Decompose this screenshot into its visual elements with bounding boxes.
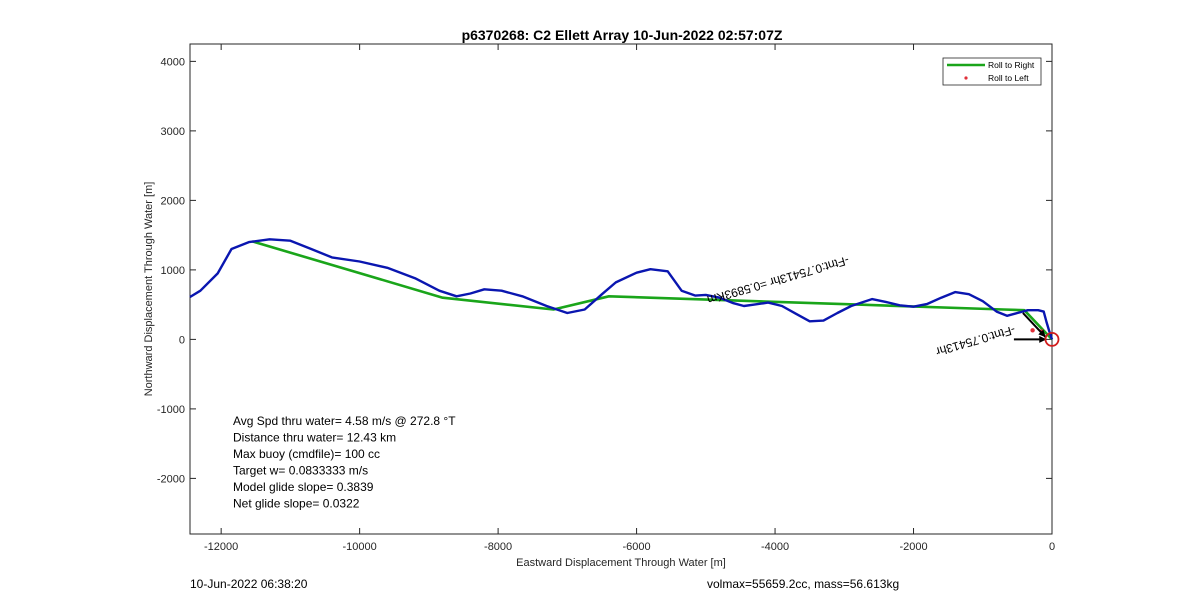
- y-tick-label: -1000: [157, 404, 185, 416]
- y-tick-label: 2000: [161, 195, 185, 207]
- y-tick-label: -2000: [157, 473, 185, 485]
- chart-title: p6370268: C2 Ellett Array 10-Jun-2022 02…: [462, 27, 783, 43]
- legend-label-roll-to-right: Roll to Right: [988, 60, 1035, 70]
- x-tick-label: -6000: [623, 541, 651, 553]
- legend-label-roll-to-left: Roll to Left: [988, 73, 1029, 83]
- info-line: Target w= 0.0833333 m/s: [233, 464, 368, 478]
- info-text-block: Avg Spd thru water= 4.58 m/s @ 272.8 °T D…: [233, 414, 456, 511]
- end-position-marker: [1044, 331, 1060, 347]
- x-tick-label: -10000: [342, 541, 376, 553]
- y-axis-label: Northward Displacement Through Water [m]: [143, 182, 155, 397]
- plot-area: [189, 43, 1053, 535]
- y-axis: -2000 -1000 0 1000 2000 3000 4000: [157, 56, 1052, 485]
- series-line-track: [189, 238, 1054, 340]
- x-axis-label: Eastward Displacement Through Water [m]: [516, 557, 726, 569]
- series-point-roll-to-left: [1030, 328, 1035, 333]
- footer-mass-info: volmax=55659.2cc, mass=56.613kg: [707, 577, 900, 591]
- x-tick-label: -12000: [204, 541, 238, 553]
- x-tick-label: 0: [1049, 541, 1055, 553]
- x-tick-label: -2000: [899, 541, 927, 553]
- annotation-arrowhead: [1039, 335, 1047, 343]
- legend-box: [942, 57, 1042, 86]
- info-line: Avg Spd thru water= 4.58 m/s @ 272.8 °T: [233, 414, 456, 428]
- info-line: Model glide slope= 0.3839: [233, 480, 374, 494]
- x-tick-label: -4000: [761, 541, 789, 553]
- footer-timestamp: 10-Jun-2022 06:38:20: [190, 577, 308, 591]
- annotation-arrowhead: [1038, 329, 1046, 338]
- legend-swatch-roll-to-left: [964, 76, 968, 80]
- y-tick-label: 3000: [161, 126, 185, 138]
- y-tick-label: 1000: [161, 265, 185, 277]
- x-axis: -12000 -10000 -8000 -6000 -4000 -2000 0: [204, 44, 1055, 553]
- y-tick-label: 4000: [161, 56, 185, 68]
- y-tick-label: 0: [179, 334, 185, 346]
- series-line-roll-to-right: [251, 240, 1053, 341]
- legend: Roll to Right Roll to Left: [942, 57, 1042, 86]
- x-tick-label: -8000: [484, 541, 512, 553]
- info-line: Net glide slope= 0.0322: [233, 497, 360, 511]
- info-line: Distance thru water= 12.43 km: [233, 431, 396, 445]
- info-line: Max buoy (cmdfile)= 100 cc: [233, 447, 380, 461]
